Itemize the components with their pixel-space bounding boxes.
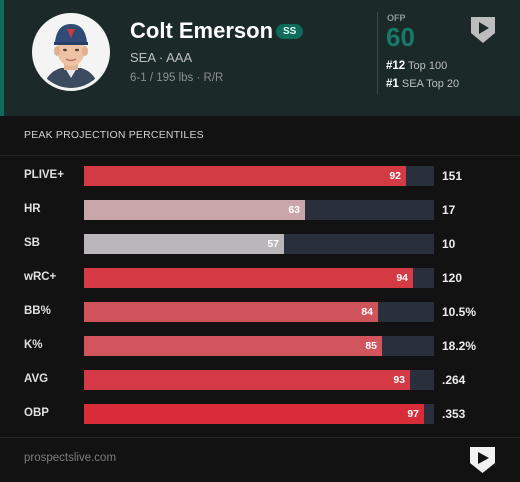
- ranking-top100-label: Top 100: [408, 60, 448, 72]
- section-title: PEAK PROJECTION PERCENTILES: [24, 129, 204, 141]
- percentile-value: 63: [288, 204, 300, 216]
- player-header: Colt Emerson SS SEA · AAA 6-1 / 195 lbs …: [0, 0, 520, 116]
- stat-row: AVG 93 .264: [0, 370, 520, 390]
- percentile-bar-track: 63: [84, 200, 434, 220]
- stat-label: AVG: [24, 373, 49, 385]
- ranking-top100-number: #12: [386, 60, 406, 72]
- stat-label: SB: [24, 237, 40, 249]
- percentile-bar-track: 94: [84, 268, 434, 288]
- stat-label: PLIVE+: [24, 169, 64, 181]
- stat-value: 120: [442, 271, 463, 285]
- percentile-bar-track: 85: [84, 336, 434, 356]
- stat-value: .264: [442, 373, 466, 387]
- team-level: SEA · AAA: [130, 50, 193, 65]
- header-divider: [377, 12, 378, 94]
- percentile-bar-fill: 57: [84, 234, 284, 254]
- stat-value: 10.5%: [442, 305, 477, 319]
- player-bio: 6-1 / 195 lbs · R/R: [130, 72, 224, 84]
- stat-row: SB 57 10: [0, 234, 520, 254]
- header-accent-bar: [0, 0, 4, 116]
- player-name: Colt Emerson: [130, 18, 274, 43]
- ranking-team: #1 SEA Top 20: [386, 78, 459, 90]
- stat-value: 151: [442, 169, 463, 183]
- section-divider: [0, 155, 520, 156]
- stat-value: 10: [442, 237, 456, 251]
- stat-row: PLIVE+ 92 151: [0, 166, 520, 186]
- ofp-value: 60: [386, 22, 415, 52]
- stat-label: K%: [24, 339, 43, 351]
- stat-value: .353: [442, 407, 466, 421]
- percentile-value: 97: [407, 408, 419, 420]
- footer-divider: [0, 437, 520, 438]
- percentile-value: 57: [267, 238, 279, 250]
- stat-value: 17: [442, 203, 456, 217]
- percentile-bar-track: 93: [84, 370, 434, 390]
- ranking-top100: #12 Top 100: [386, 60, 447, 72]
- position-badge: SS: [276, 24, 304, 39]
- percentile-bar-fill: 93: [84, 370, 410, 390]
- percentile-bar-fill: 97: [84, 404, 424, 424]
- percentile-bar-track: 57: [84, 234, 434, 254]
- percentile-bar-fill: 92: [84, 166, 406, 186]
- ranking-team-number: #1: [386, 78, 399, 90]
- footer-site: prospectslive.com: [24, 452, 117, 464]
- stat-row: BB% 84 10.5%: [0, 302, 520, 322]
- stat-row: wRC+ 94 120: [0, 268, 520, 288]
- home-plate-play-icon: [471, 17, 495, 43]
- percentile-bar-track: 84: [84, 302, 434, 322]
- stat-row: OBP 97 .353: [0, 404, 520, 424]
- ofp-label: OFP: [387, 13, 406, 23]
- ranking-team-label: SEA Top 20: [401, 78, 460, 90]
- stat-value: 18.2%: [442, 339, 477, 353]
- percentile-value: 93: [393, 374, 405, 386]
- home-plate-play-icon: [470, 447, 495, 473]
- percentile-bar-fill: 94: [84, 268, 413, 288]
- stat-row: HR 63 17: [0, 200, 520, 220]
- percentile-bar-fill: 84: [84, 302, 378, 322]
- player-headshot-image: [35, 16, 107, 88]
- stat-label: BB%: [24, 305, 51, 317]
- percentile-bar-fill: 63: [84, 200, 305, 220]
- stat-label: OBP: [24, 407, 49, 419]
- stat-row: K% 85 18.2%: [0, 336, 520, 356]
- percentile-bar-track: 92: [84, 166, 434, 186]
- stat-label: wRC+: [24, 271, 57, 283]
- player-avatar: [32, 13, 110, 91]
- percentile-value: 94: [396, 272, 408, 284]
- percentile-value: 92: [389, 170, 401, 182]
- stat-label: HR: [24, 203, 41, 215]
- percentile-value: 85: [365, 340, 377, 352]
- percentile-bar-fill: 85: [84, 336, 382, 356]
- percentile-value: 84: [361, 306, 373, 318]
- percentile-bar-track: 97: [84, 404, 434, 424]
